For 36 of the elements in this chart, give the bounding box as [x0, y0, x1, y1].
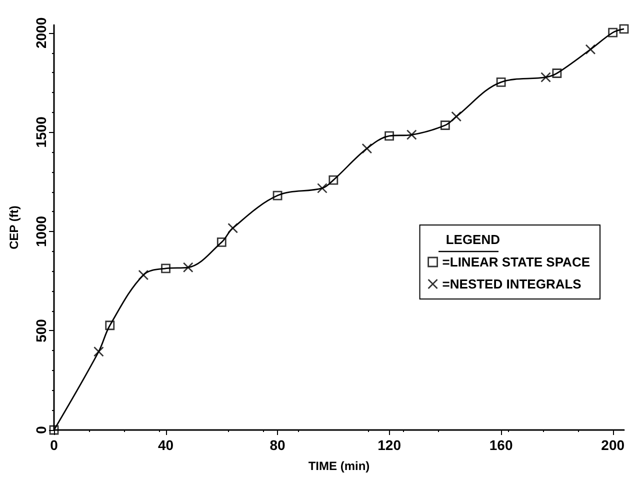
point [328, 175, 338, 185]
point [272, 190, 282, 200]
point [619, 24, 629, 34]
point [105, 320, 115, 330]
x-tick-label: 120 [378, 437, 402, 453]
y-tick-label: 500 [33, 318, 49, 342]
point [496, 77, 506, 87]
point [362, 143, 372, 154]
y-axis-title: CEP (ft) [7, 206, 21, 250]
point [317, 182, 328, 194]
x-tick-label: 40 [158, 437, 174, 453]
y-tick-label: 1500 [33, 116, 49, 148]
x-tick-label: 80 [270, 437, 286, 453]
y-tick-label: 0 [33, 426, 49, 434]
legend-title: LEGEND [446, 232, 500, 247]
x-axis-title: TIME (min) [308, 459, 370, 473]
point [552, 68, 562, 78]
x-tick-label: 160 [489, 437, 513, 453]
legend-label: =LINEAR STATE SPACE [442, 254, 590, 270]
point [540, 72, 551, 82]
point [406, 130, 417, 140]
point [161, 264, 170, 274]
point [451, 111, 462, 122]
point [228, 222, 238, 234]
point [138, 270, 149, 280]
point [440, 120, 450, 130]
y-tick-label: 2000 [33, 17, 49, 49]
x-tick-label: 200 [601, 437, 625, 453]
point [585, 44, 596, 55]
y-tick-label: 1000 [33, 216, 49, 248]
point [94, 346, 104, 357]
point [182, 262, 194, 273]
legend-label: =NESTED INTEGRALS [442, 276, 582, 292]
point [608, 28, 618, 38]
point [216, 237, 226, 247]
point [384, 131, 394, 141]
